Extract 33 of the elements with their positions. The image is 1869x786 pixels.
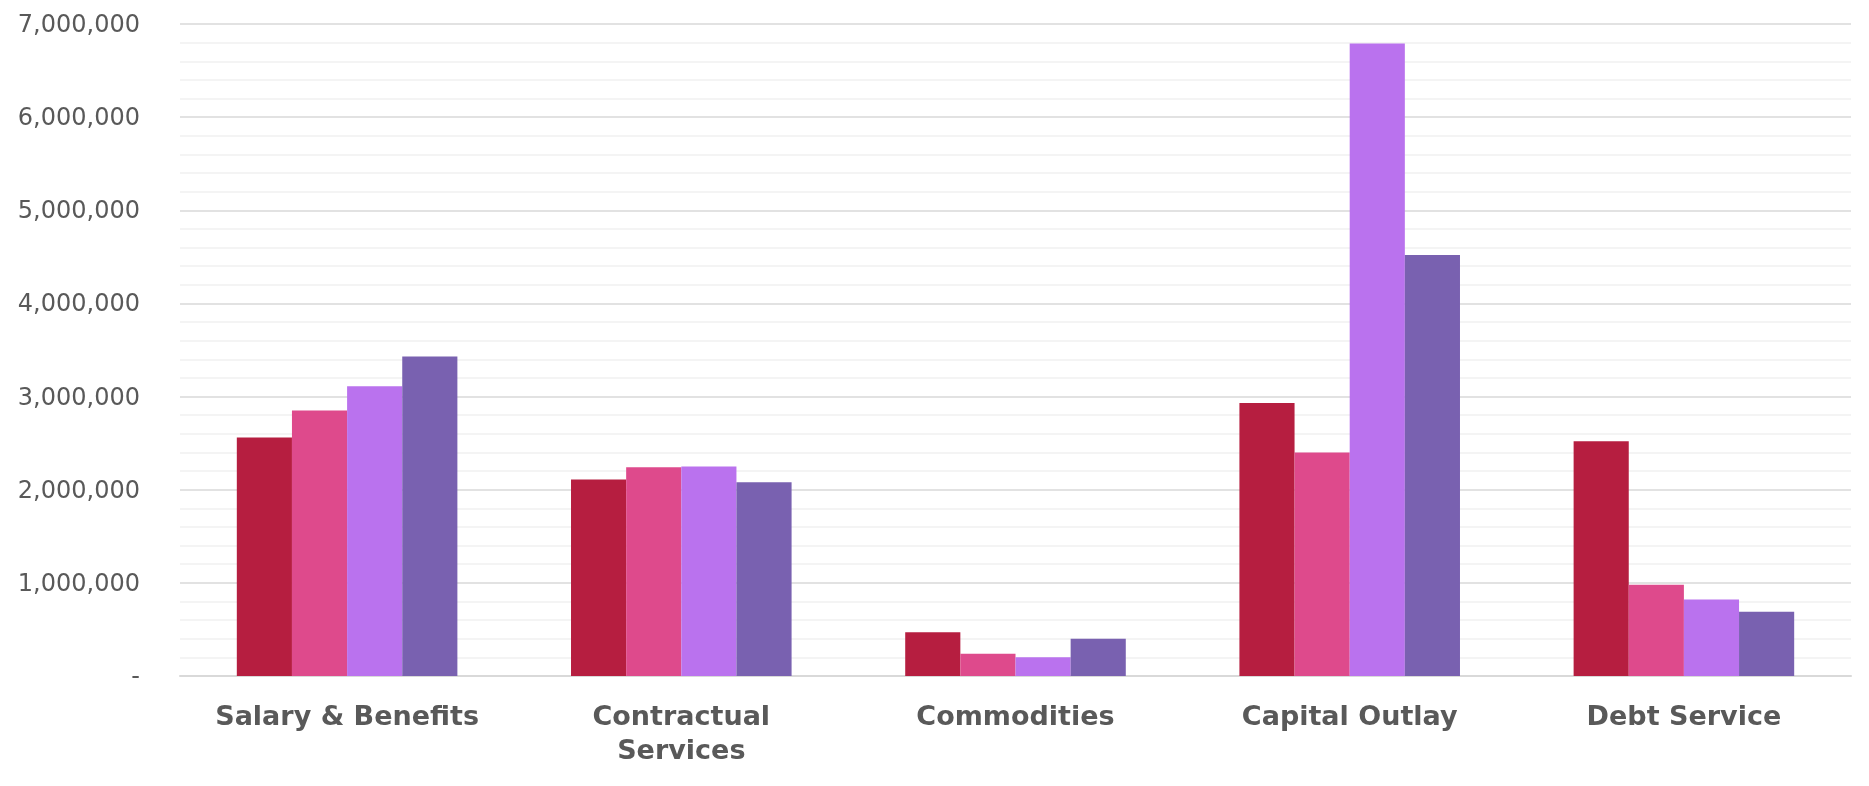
- y-tick-label: 7,000,000: [17, 10, 140, 38]
- x-tick-label: Contractual Services: [592, 699, 771, 765]
- y-tick-label: 2,000,000: [17, 475, 140, 504]
- y-tick-label: 3,000,000: [17, 382, 140, 411]
- bar: [236, 437, 292, 676]
- bar: [681, 466, 737, 676]
- bar: [1070, 638, 1126, 676]
- bar: [1404, 254, 1460, 676]
- bar: [1573, 441, 1629, 676]
- bar: [291, 410, 348, 676]
- bar: [1683, 599, 1740, 676]
- bar: [905, 632, 961, 676]
- bar: [571, 479, 627, 676]
- y-tick-label: 5,000,000: [17, 196, 140, 225]
- bar: [1349, 43, 1405, 676]
- bar: [1628, 584, 1684, 676]
- y-tick-label: -: [131, 662, 140, 690]
- x-tick-label: Debt Service: [1586, 699, 1782, 731]
- bar: [1739, 611, 1795, 676]
- bar: [1294, 452, 1350, 676]
- y-tick-label: 6,000,000: [17, 103, 140, 132]
- bar: [960, 653, 1016, 676]
- bar: [1015, 657, 1071, 676]
- bar: [736, 482, 792, 676]
- y-tick-label: 1,000,000: [17, 568, 140, 597]
- y-tick-label: 4,000,000: [17, 289, 140, 318]
- x-tick-label: Capital Outlay: [1241, 699, 1458, 731]
- bar: [1239, 403, 1295, 676]
- bar: [626, 467, 682, 676]
- bar: [402, 356, 458, 676]
- x-tick-label: Commodities: [916, 699, 1115, 731]
- bar: [347, 386, 403, 676]
- x-tick-label: Salary & Benefits: [215, 699, 480, 731]
